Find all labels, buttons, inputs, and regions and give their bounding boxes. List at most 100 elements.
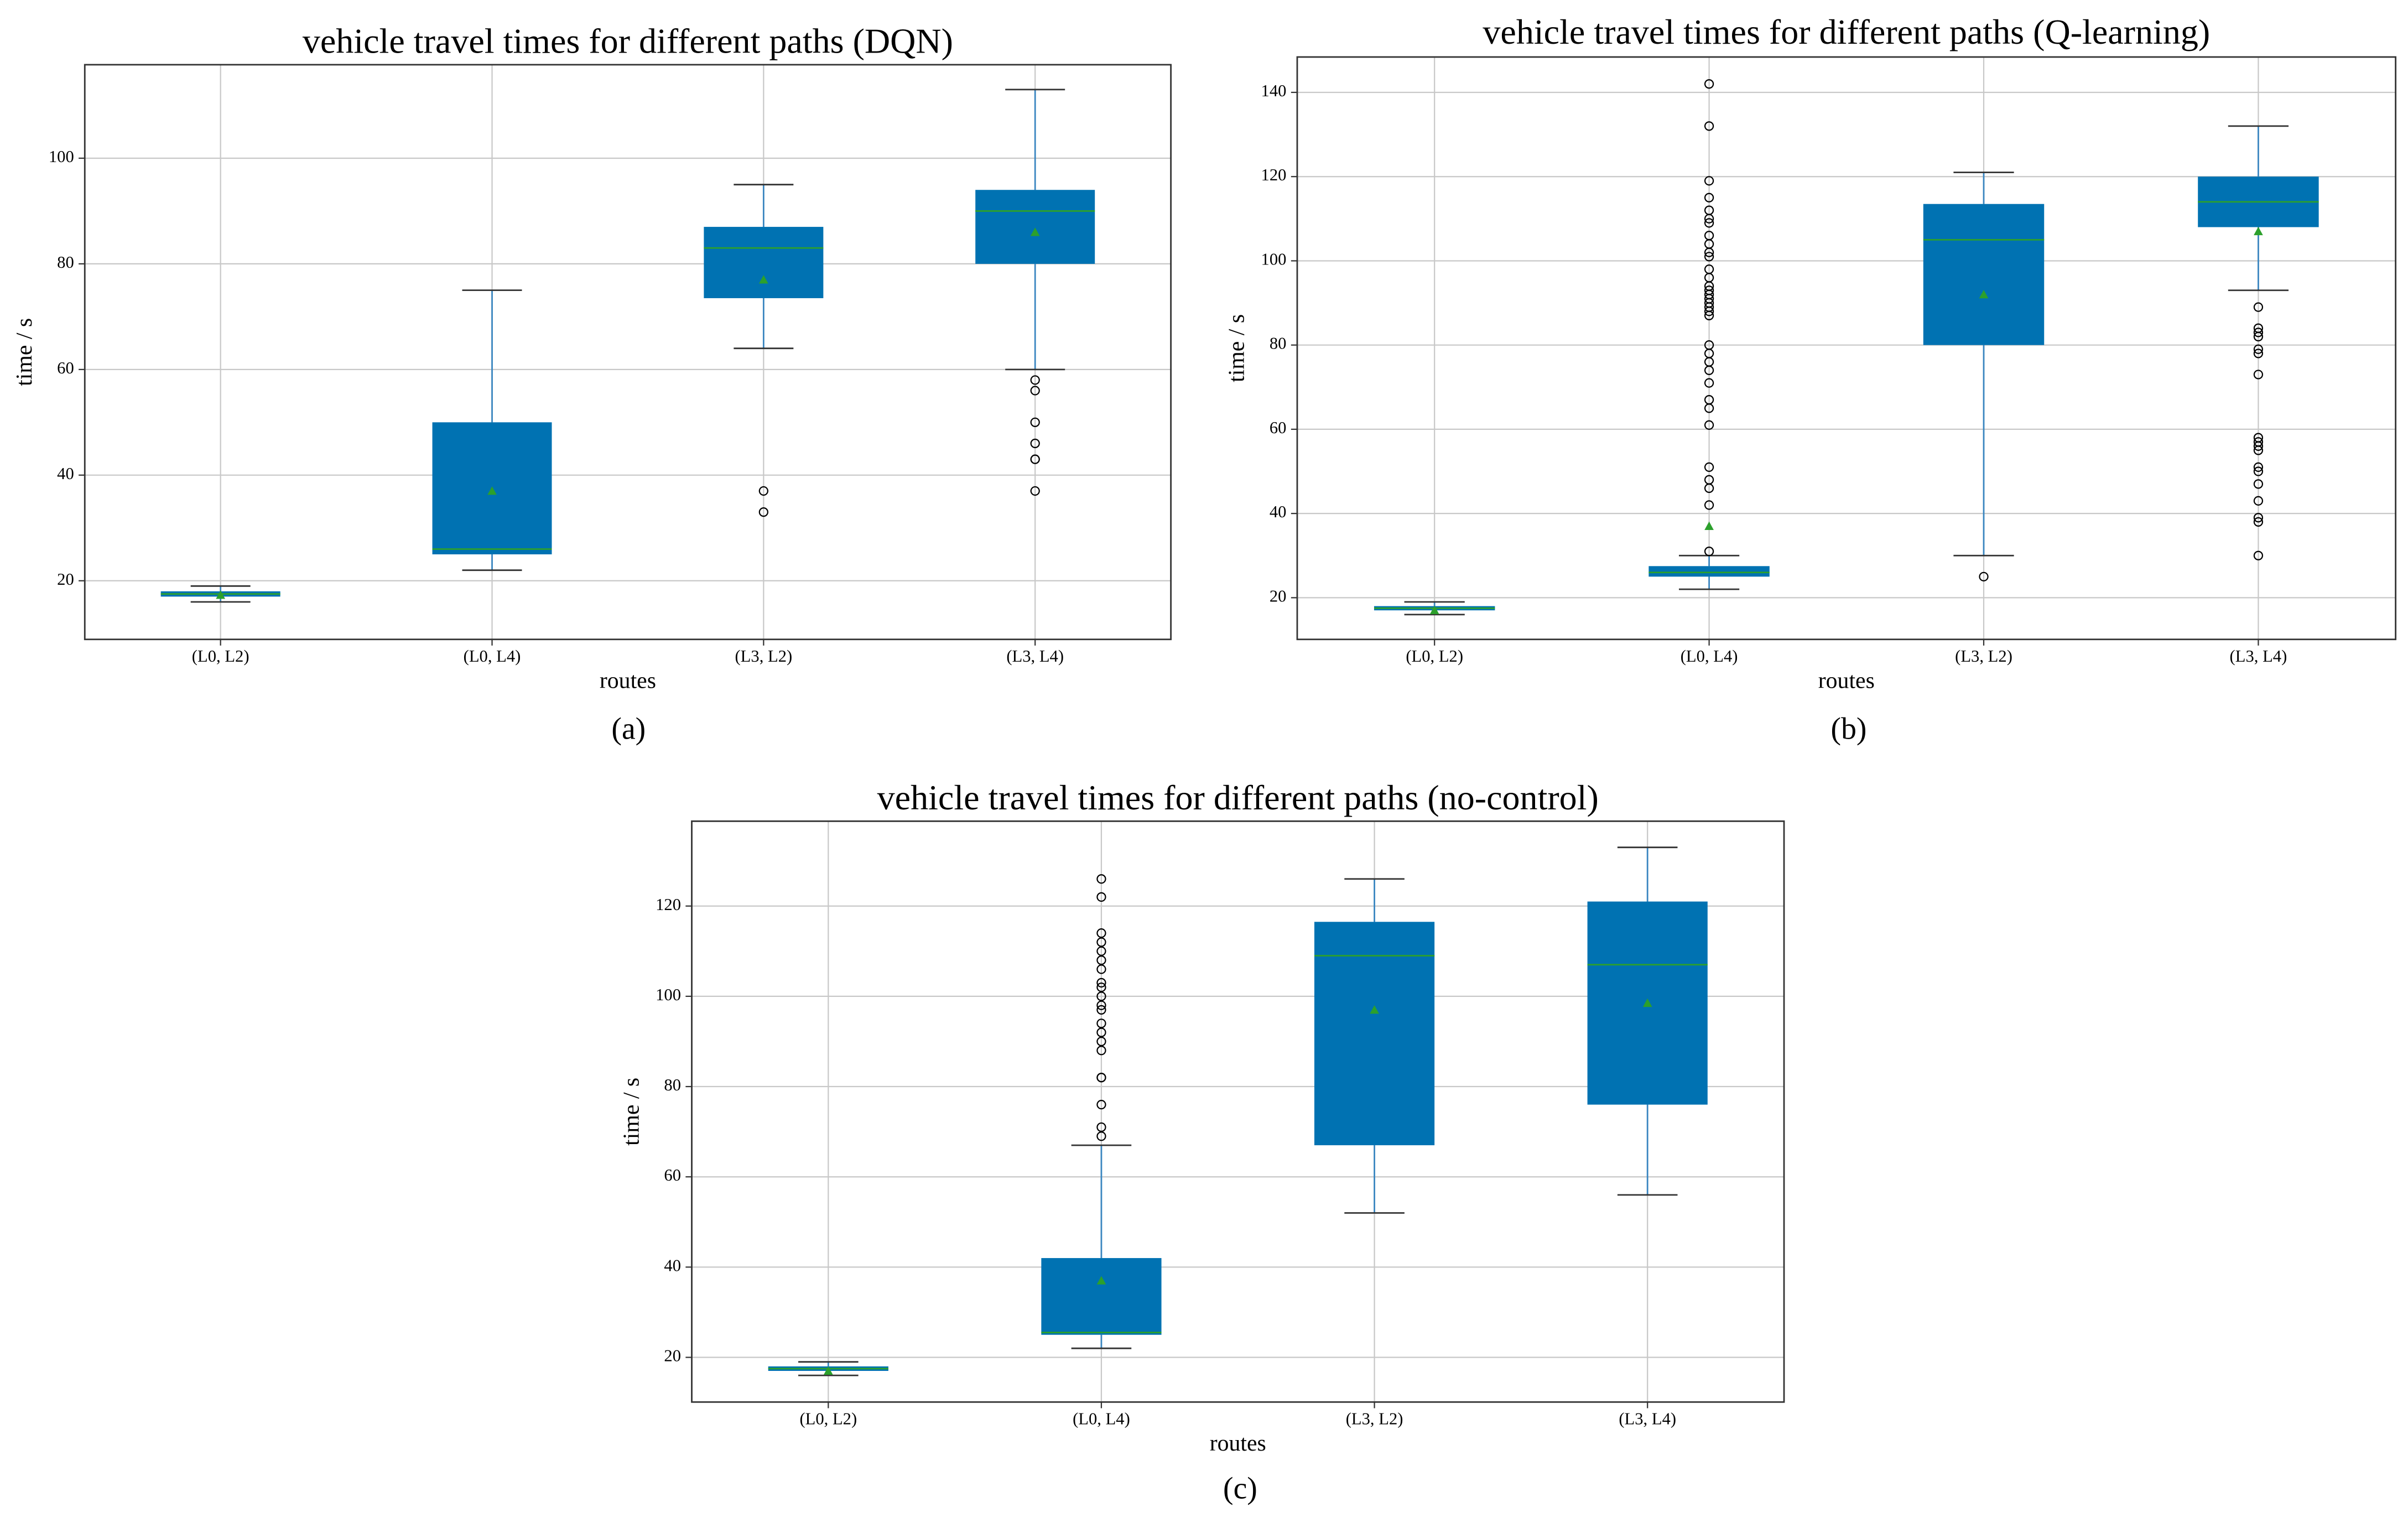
outlier <box>1979 571 1989 581</box>
outlier <box>2253 344 2264 354</box>
box <box>1314 922 1435 1146</box>
plot-frame <box>1296 56 2397 641</box>
y-tick-label: 80 <box>57 253 74 272</box>
y-tick-label: 40 <box>664 1256 681 1275</box>
outlier <box>1704 547 1714 557</box>
outlier <box>2253 302 2264 312</box>
x-tick-label: (L0, L4) <box>464 647 521 666</box>
outlier <box>1030 438 1040 449</box>
chart-title: vehicle travel times for different paths… <box>1483 12 2210 51</box>
y-tick-label: 120 <box>656 895 681 914</box>
x-tick-label: (L0, L4) <box>1681 647 1738 666</box>
outlier <box>1096 1100 1106 1110</box>
outlier <box>2253 466 2264 476</box>
outlier <box>1704 121 1714 131</box>
outlier <box>1096 1036 1106 1047</box>
outlier <box>2253 550 2264 560</box>
outlier <box>1096 937 1106 947</box>
outlier <box>2253 462 2264 472</box>
outlier <box>1704 176 1714 186</box>
outlier <box>2253 517 2264 527</box>
mean-marker <box>216 590 226 599</box>
y-tick-label: 80 <box>1270 334 1287 353</box>
outlier <box>1030 454 1040 464</box>
y-tick-label: 40 <box>57 464 74 483</box>
outlier <box>1704 193 1714 202</box>
outlier <box>2253 370 2264 380</box>
x-tick-label: (L3, L4) <box>2230 647 2287 666</box>
y-tick-label: 60 <box>57 358 74 377</box>
box <box>1041 1258 1162 1335</box>
y-tick-label: 140 <box>1261 81 1287 100</box>
caption: (c) <box>1223 1472 1257 1506</box>
box <box>1923 204 2045 345</box>
y-tick-label: 120 <box>1261 165 1287 184</box>
outlier <box>1704 500 1714 510</box>
mean-marker <box>1370 1005 1379 1014</box>
y-axis-label: time / s <box>1224 314 1250 382</box>
mean-marker <box>1704 521 1714 530</box>
outlier <box>1704 365 1714 375</box>
chart-title: vehicle travel times for different paths… <box>877 778 1599 817</box>
outlier <box>758 486 768 496</box>
mean-marker <box>823 1366 833 1375</box>
outlier <box>1096 1027 1106 1037</box>
x-axis-label: routes <box>1210 1431 1266 1456</box>
outlier <box>2253 441 2264 451</box>
x-tick-label: (L3, L2) <box>1346 1410 1403 1428</box>
plot-frame <box>84 64 1172 641</box>
y-axis-label: time / s <box>12 318 37 386</box>
outlier <box>2253 513 2264 523</box>
mean-marker <box>1030 227 1040 236</box>
outlier <box>1096 982 1106 992</box>
outlier <box>2253 479 2264 489</box>
x-axis-label: routes <box>600 668 656 693</box>
outlier <box>1704 247 1714 257</box>
mean-marker <box>2254 226 2263 236</box>
box <box>704 227 824 298</box>
y-tick-label: 100 <box>49 147 74 166</box>
outlier <box>1096 1018 1106 1028</box>
mean-marker <box>759 275 768 284</box>
x-axis-label: routes <box>1818 668 1875 693</box>
x-tick-label: (L0, L2) <box>192 647 249 666</box>
y-tick-label: 20 <box>1270 586 1287 605</box>
chart-title: vehicle travel times for different paths… <box>303 21 953 60</box>
outlier <box>2253 331 2264 342</box>
x-tick-label: (L0, L2) <box>1406 647 1463 666</box>
outlier <box>1030 386 1040 396</box>
outlier <box>1096 964 1106 974</box>
y-tick-label: 100 <box>1261 250 1287 268</box>
outlier <box>1704 378 1714 388</box>
x-tick-label: (L3, L2) <box>1955 647 2012 666</box>
outlier <box>1096 1131 1106 1141</box>
outlier <box>1704 403 1714 413</box>
outlier <box>1704 79 1714 89</box>
outlier <box>1704 252 1714 262</box>
x-tick-label: (L0, L2) <box>799 1410 857 1428</box>
outlier <box>1704 306 1714 316</box>
x-tick-label: (L3, L4) <box>1619 1410 1676 1428</box>
outlier <box>1096 1073 1106 1083</box>
outlier <box>1096 991 1106 1001</box>
mean-marker <box>1429 605 1439 615</box>
caption: (a) <box>611 712 646 746</box>
outlier <box>2253 349 2264 358</box>
x-tick-label: (L3, L2) <box>735 647 792 666</box>
outlier <box>2253 328 2264 337</box>
plot-frame <box>691 820 1785 1403</box>
y-tick-label: 60 <box>664 1166 681 1184</box>
y-tick-label: 80 <box>664 1075 681 1094</box>
y-tick-label: 20 <box>664 1347 681 1365</box>
outlier <box>1096 928 1106 938</box>
outlier <box>1704 483 1714 493</box>
outlier <box>1030 486 1040 496</box>
outlier <box>2253 445 2264 455</box>
y-axis-label: time / s <box>618 1078 644 1146</box>
outlier <box>1096 874 1106 884</box>
outlier <box>1030 417 1040 427</box>
mean-marker <box>1096 1276 1106 1285</box>
y-tick-label: 60 <box>1270 418 1287 437</box>
outlier <box>2253 496 2264 506</box>
